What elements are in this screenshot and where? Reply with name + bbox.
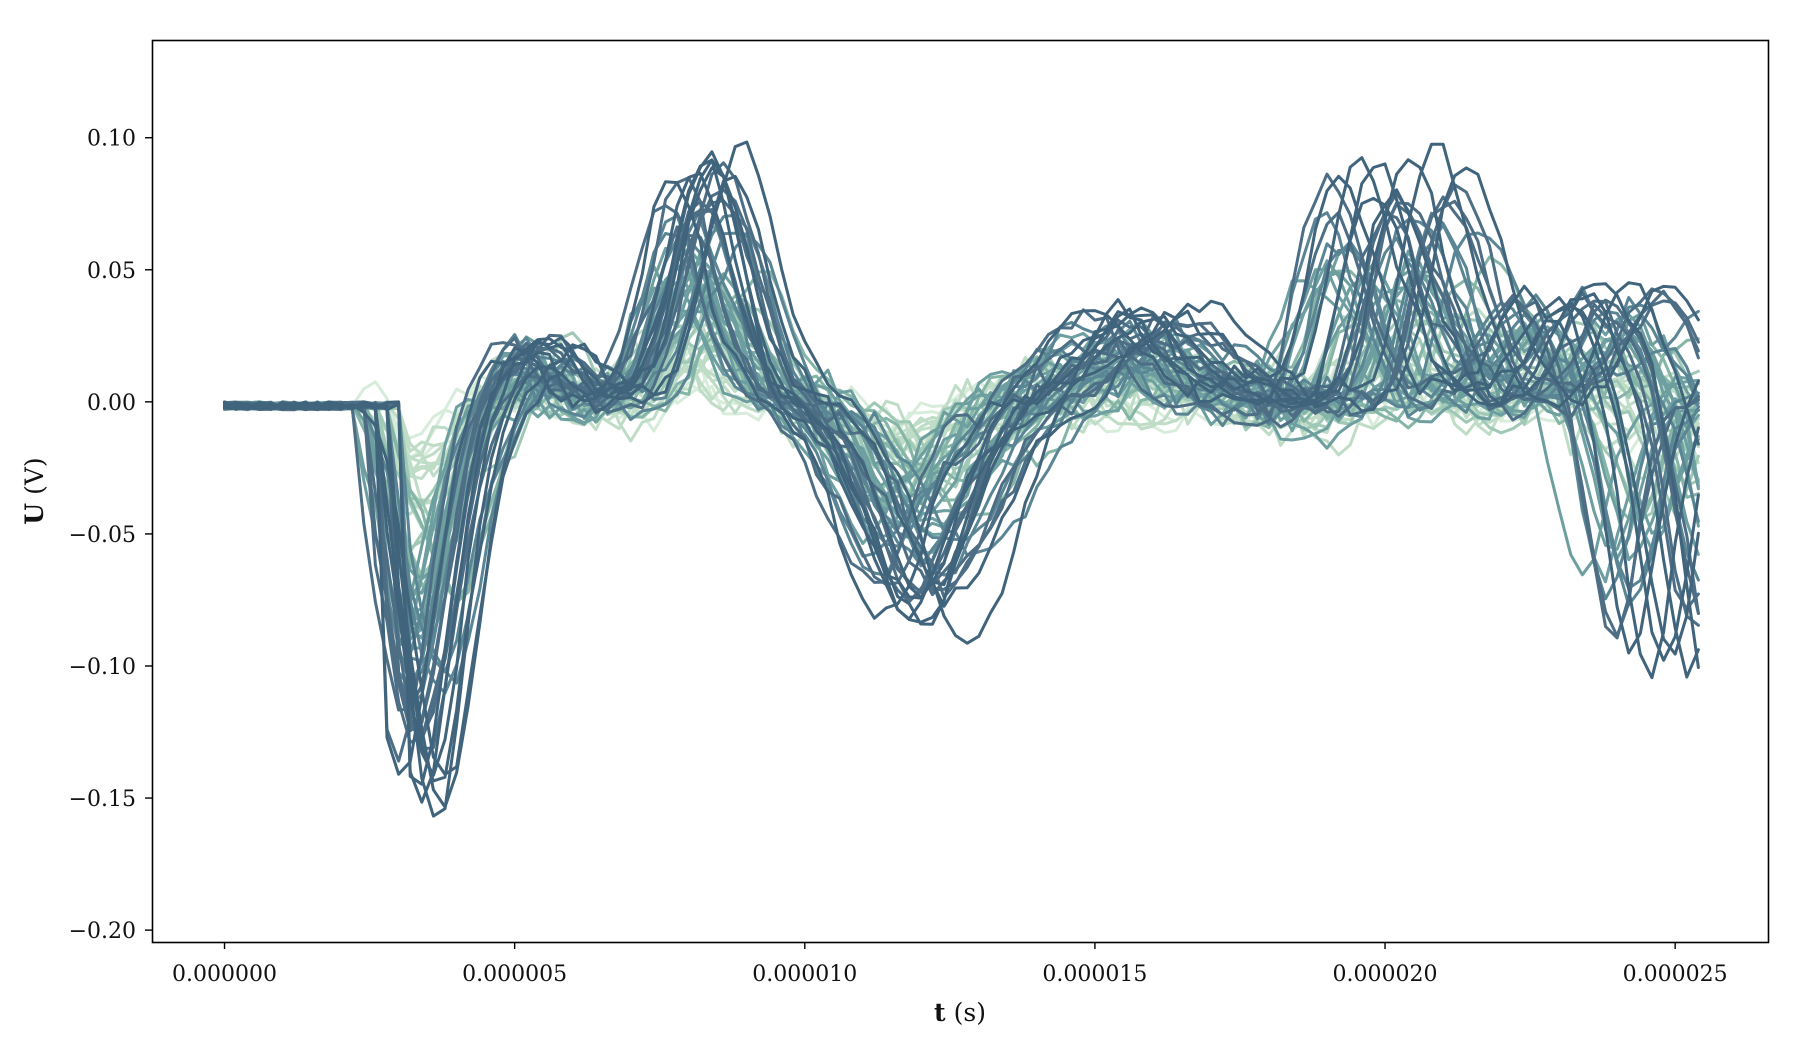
x-axis-label: t (s) bbox=[934, 998, 986, 1027]
y-tick-label: 0.05 bbox=[87, 259, 136, 284]
plot-frame bbox=[151, 39, 1770, 944]
series-line bbox=[223, 161, 1700, 751]
series-line bbox=[223, 232, 1700, 656]
x-tick-label: 0.000010 bbox=[752, 962, 857, 987]
y-axis: 0.10 0.05 0.00 −0.05 −0.10 −0.15 −0.20 bbox=[69, 127, 152, 944]
y-axis-variable: U bbox=[20, 503, 49, 525]
y-tick-label: −0.10 bbox=[69, 655, 136, 680]
x-axis-variable: t bbox=[934, 998, 946, 1027]
y-tick-label: 0.10 bbox=[87, 127, 136, 152]
series-line bbox=[223, 140, 1700, 809]
x-tick-label: 0.000005 bbox=[462, 962, 567, 987]
y-axis-unit: (V) bbox=[20, 457, 49, 495]
series-line bbox=[223, 174, 1700, 776]
series-line bbox=[223, 158, 1700, 818]
y-tick-label: −0.05 bbox=[69, 523, 136, 548]
y-tick-label: −0.20 bbox=[69, 919, 136, 944]
series-line bbox=[223, 183, 1700, 744]
series-layer bbox=[223, 140, 1700, 818]
x-axis-unit: (s) bbox=[954, 998, 986, 1027]
x-axis: 0.000000 0.000005 0.000010 0.000015 0.000020… bbox=[172, 942, 1728, 987]
y-tick-label: 0.00 bbox=[87, 391, 136, 416]
x-tick-label: 0.000000 bbox=[172, 962, 277, 987]
series-line bbox=[223, 223, 1700, 674]
y-tick-label: −0.15 bbox=[69, 787, 136, 812]
x-tick-label: 0.000020 bbox=[1333, 962, 1438, 987]
x-tick-label: 0.000025 bbox=[1623, 962, 1728, 987]
series-line bbox=[223, 176, 1700, 723]
x-tick-label: 0.000015 bbox=[1042, 962, 1147, 987]
y-axis-label: U (V) bbox=[20, 457, 49, 524]
series-line bbox=[223, 150, 1700, 804]
series-line bbox=[223, 172, 1700, 763]
